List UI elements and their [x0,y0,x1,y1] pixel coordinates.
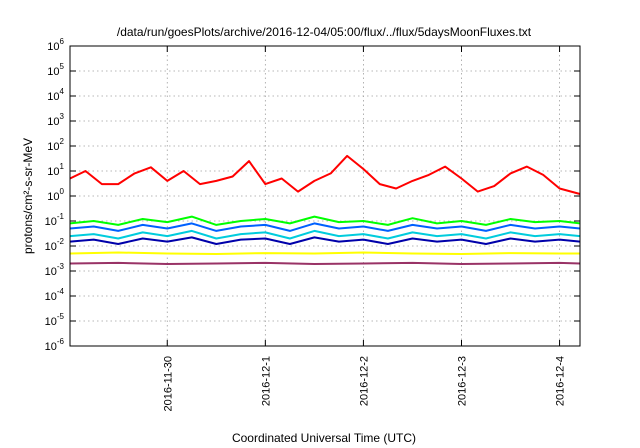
y-tick-label: 103 [47,112,64,128]
x-tick-label: 2016-11-30 [162,356,174,411]
y-axis-label: protons/cm²-s-sr-MeV [21,138,35,254]
series-line-6 [69,251,580,255]
y-tick-label: 10-6 [45,337,65,353]
y-tick-label: 102 [47,137,64,153]
series-group [69,154,581,265]
grid-lines [70,46,580,346]
x-axis-label: Coordinated Universal Time (UTC) [232,431,416,445]
series-line-5 [69,236,581,245]
x-tick-label: 2016-12-4 [555,356,567,406]
y-tick-label: 101 [47,162,64,178]
series-line-7 [69,261,581,265]
y-axis-ticks: 10-6 10-5 10-4 10-3 10-2 10-1 100 101 102 103 104 1… [45,37,580,353]
series-line-4 [69,229,581,240]
y-tick-label: 10-1 [45,212,65,228]
x-axis-ticks: 2016-11-30 2016-12-1 2016-12-2 2016-12-3 201… [162,46,567,411]
y-tick-label: 105 [47,62,64,78]
y-tick-label: 104 [47,87,64,103]
y-tick-label: 10-5 [45,312,65,328]
y-tick-label: 100 [47,187,64,203]
series-line-2 [69,215,581,226]
y-tick-label: 10-3 [45,262,65,278]
x-tick-label: 2016-12-2 [358,356,370,406]
y-tick-label: 10-2 [45,237,65,253]
y-tick-label: 106 [47,37,64,53]
x-tick-label: 2016-12-1 [260,356,272,406]
series-line-3 [69,222,581,232]
series-line-1 [69,154,581,195]
x-tick-label: 2016-12-3 [456,356,468,406]
chart-title: /data/run/goesPlots/archive/2016-12-04/0… [117,25,532,39]
y-tick-label: 10-4 [45,287,65,303]
